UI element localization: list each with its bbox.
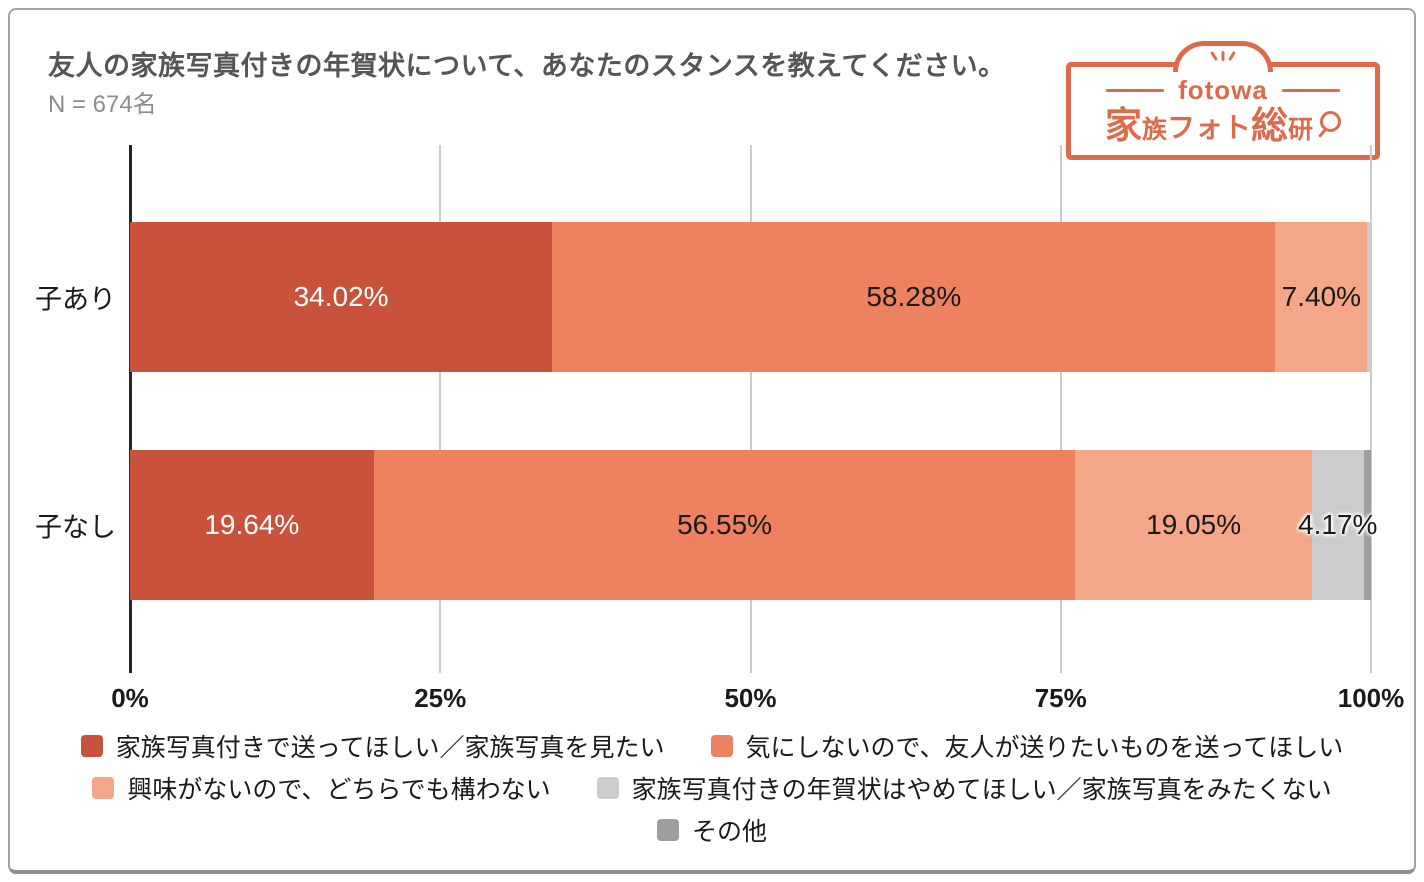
category-label: 子あり xyxy=(35,284,116,315)
bar-value-label: 7.40% xyxy=(1281,281,1362,312)
bar-value-label: 56.55% xyxy=(677,509,773,540)
magnifier-icon xyxy=(1320,111,1342,132)
bar-value-label: 58.28% xyxy=(866,281,962,312)
x-tick-label: 75% xyxy=(1034,683,1087,713)
bar-value-label: 34.02% xyxy=(293,281,389,312)
sparkle-icon xyxy=(1210,50,1236,62)
plot-area: 子あり 34.02% 58.28% 7.40% 子なし 19.64% 56.55% 19.0… xyxy=(35,145,1404,713)
sample-size: N = 674名 xyxy=(48,91,157,118)
bar-segment xyxy=(1363,450,1371,600)
legend-label: 家族写真付きで送ってほしい／家族写真を見たい xyxy=(115,734,665,762)
bar-row-with-children: 子あり 34.02% 58.28% 7.40% xyxy=(35,222,1371,372)
logo-dash-left xyxy=(1106,89,1165,92)
legend-label: 家族写真付きの年賀状はやめてほしい／家族写真をみたくない xyxy=(631,776,1332,804)
legend-item: 家族写真付きで送ってほしい／家族写真を見たい xyxy=(80,728,665,764)
chart-title: 友人の家族写真付きの年賀状について、あなたのスタンスを教えてください。 xyxy=(48,51,1006,81)
gridline xyxy=(1059,145,1062,673)
bar-segment: 7.40% xyxy=(1275,222,1368,372)
bar-segment: 56.55% xyxy=(373,450,1076,600)
gridline xyxy=(1370,145,1372,673)
x-tick-label: 0% xyxy=(111,683,149,713)
legend-item: 気にしないので、友人が送りたいものを送ってほしい xyxy=(710,728,1344,764)
bar-segment: 4.17% xyxy=(1298,450,1377,600)
x-tick-label: 50% xyxy=(724,683,777,713)
legend-label: 気にしないので、友人が送りたいものを送ってほしい xyxy=(745,734,1344,762)
legend-item: その他 xyxy=(656,812,767,848)
legend-row: 家族写真付きで送ってほしい／家族写真を見たい 気にしないので、友人が送りたいものを… xyxy=(20,728,1404,764)
legend-swatch xyxy=(92,777,115,799)
bar-row-without-children: 子なし 19.64% 56.55% 19.05% 4.17% xyxy=(35,450,1377,600)
legend-item: 家族写真付きの年賀状はやめてほしい／家族写真をみたくない xyxy=(596,770,1332,806)
legend-item: 興味がないので、どちらでも構わない xyxy=(92,770,551,806)
x-tick-label: 25% xyxy=(414,683,467,713)
logo-dash-right xyxy=(1281,89,1340,92)
legend-swatch xyxy=(80,735,103,757)
legend-label: その他 xyxy=(691,818,767,846)
bar-value-label: 19.64% xyxy=(204,509,300,540)
gridline xyxy=(749,145,752,673)
gridline xyxy=(439,145,442,673)
bar-value-label: 4.17% xyxy=(1298,509,1378,540)
legend-row: その他 xyxy=(20,812,1404,848)
legend-swatch xyxy=(656,819,679,841)
logo-brand-row: fotowa xyxy=(1071,75,1375,106)
y-axis-line xyxy=(129,145,132,673)
bar-value-label: 19.05% xyxy=(1146,509,1242,540)
legend-swatch xyxy=(710,735,733,757)
bar-segment: 58.28% xyxy=(552,222,1276,372)
legend-swatch xyxy=(596,777,619,799)
x-tick-label: 100% xyxy=(1337,683,1405,713)
category-label: 子なし xyxy=(35,512,116,543)
logo-name: 家族フォト総研 xyxy=(1071,107,1375,144)
legend-row: 興味がないので、どちらでも構わない 家族写真付きの年賀状はやめてほしい／家族写真を… xyxy=(20,770,1404,806)
bar-segment: 34.02% xyxy=(130,222,553,372)
bar-segment: 19.64% xyxy=(130,450,374,600)
bar-segment: 19.05% xyxy=(1075,450,1312,600)
legend: 家族写真付きで送ってほしい／家族写真を見たい 気にしないので、友人が送りたいものを… xyxy=(20,728,1404,848)
logo-name-text: 家族フォト総研 xyxy=(1104,105,1314,146)
bar-segment xyxy=(1367,222,1371,372)
legend-label: 興味がないので、どちらでも構わない xyxy=(127,776,551,804)
logo-brand-text: fotowa xyxy=(1178,75,1268,105)
